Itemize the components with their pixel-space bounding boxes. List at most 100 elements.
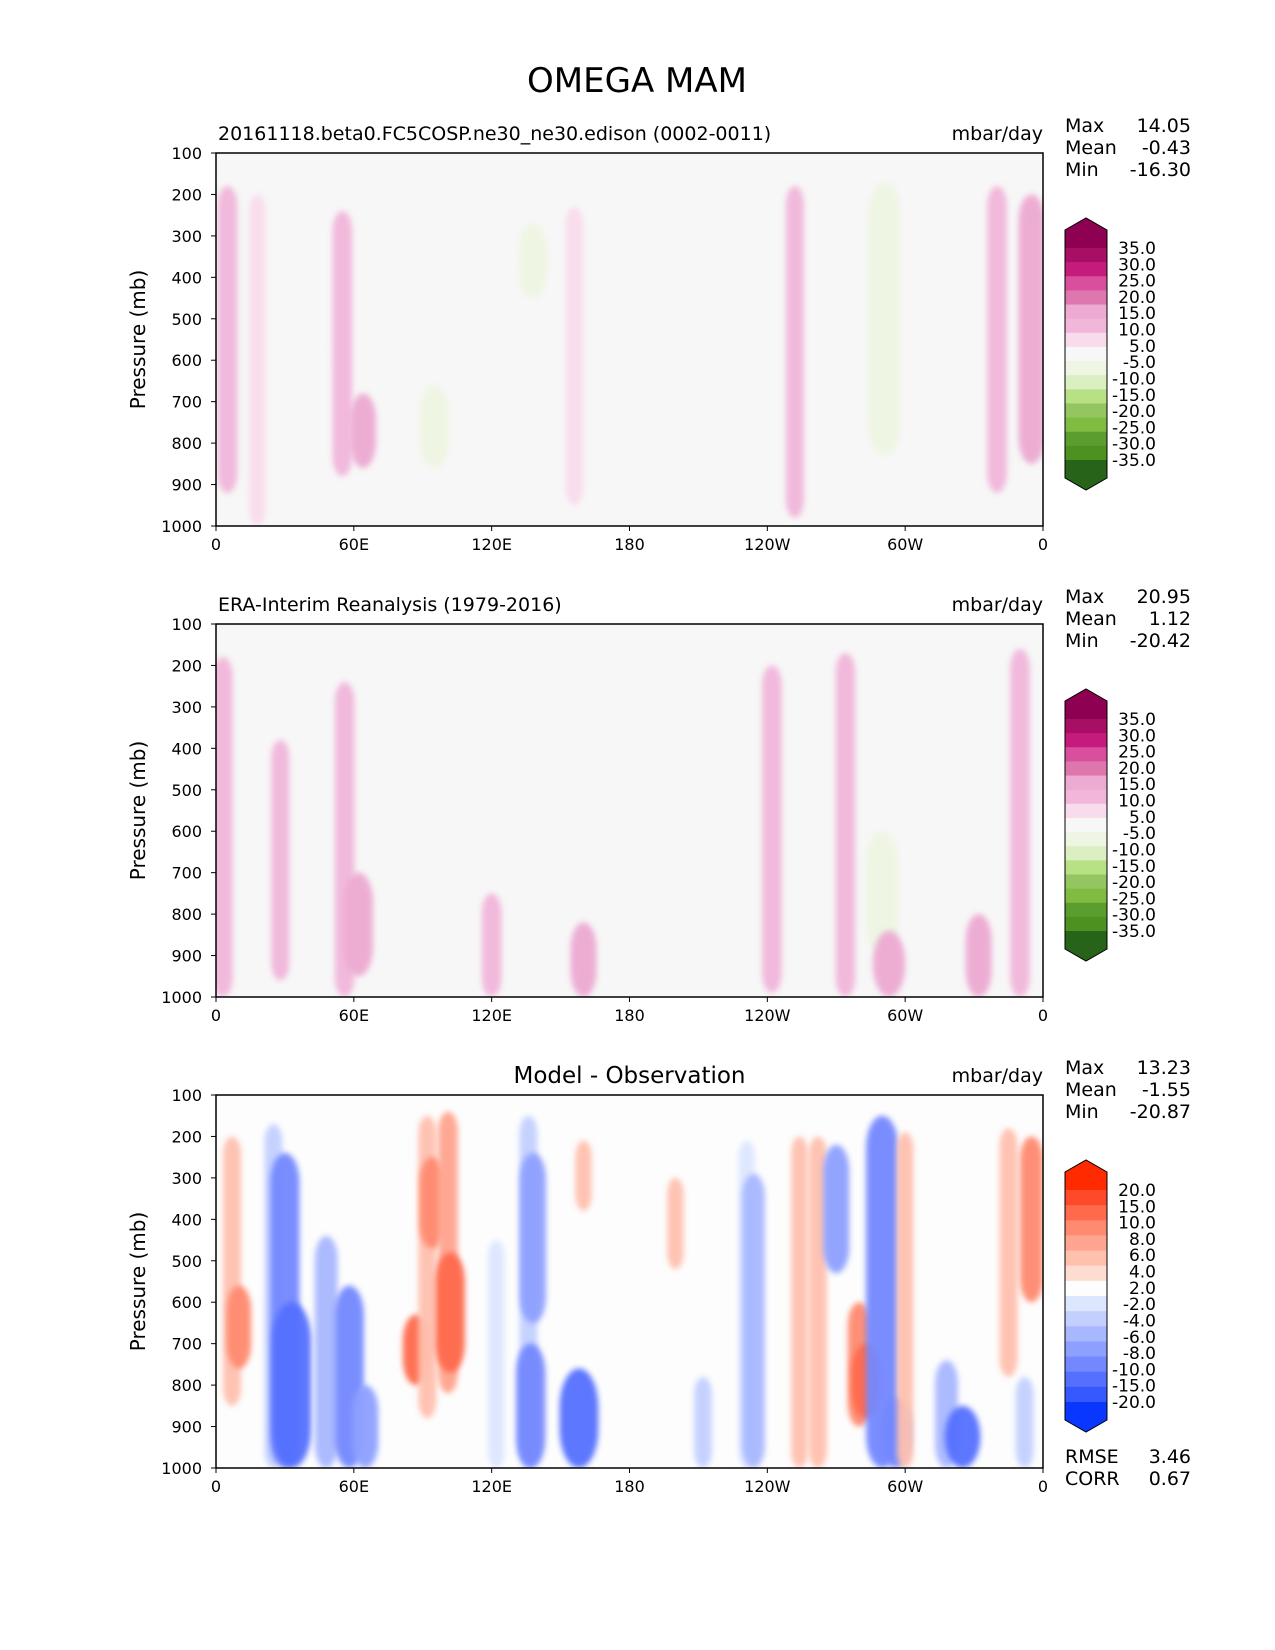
colorbar-band — [1065, 803, 1107, 819]
contour-feature — [488, 1240, 505, 1468]
contour-feature — [306, 339, 333, 493]
x-tick-label: 120E — [471, 535, 512, 554]
y-tick-label: 300 — [171, 1169, 202, 1188]
y-tick-label: 200 — [171, 185, 202, 204]
stat-mean-value: -1.55 — [1142, 1079, 1191, 1101]
colorbar-extend-bottom — [1065, 931, 1107, 961]
contour-feature — [1010, 648, 1030, 997]
colorbar-band — [1065, 1220, 1107, 1236]
y-tick-label: 500 — [171, 310, 202, 329]
stat-corr-value: 0.67 — [1149, 1468, 1191, 1490]
stat-mean-value: 1.12 — [1149, 608, 1191, 630]
panel-units: mbar/day — [952, 123, 1043, 145]
contour-feature — [565, 206, 584, 506]
x-tick-label: 60W — [887, 1477, 923, 1496]
colorbar-band — [1065, 832, 1107, 847]
colorbar-tick-label: 25.0 — [1118, 272, 1156, 292]
x-tick-label: 120W — [744, 1477, 791, 1496]
contour-feature — [272, 1302, 312, 1468]
figure-title: OMEGA MAM — [527, 61, 747, 101]
colorbar-tick-label: -35.0 — [1112, 922, 1156, 942]
y-tick-label: 800 — [171, 1376, 202, 1395]
colorbar-extend-bottom — [1065, 1402, 1107, 1432]
contour-feature — [282, 198, 302, 522]
y-axis-label: Pressure (mb) — [126, 270, 150, 410]
y-tick-label: 300 — [171, 698, 202, 717]
stat-rmse-label: RMSE — [1065, 1446, 1119, 1468]
y-tick-label: 400 — [171, 268, 202, 287]
colorbar-tick-label: -35.0 — [1112, 451, 1156, 471]
chart-panel-3: Model - Observation mbar/day 100 200 300 400 5… — [126, 1057, 1191, 1496]
colorbar-tick-label: -5.0 — [1123, 824, 1156, 844]
stat-max-value: 13.23 — [1137, 1057, 1191, 1079]
colorbar-band — [1065, 1311, 1107, 1327]
x-axis: 0 60E 120E 180 120W 60W 0 — [211, 997, 1048, 1025]
contour-feature — [762, 665, 782, 993]
colorbar-tick-label: -10.0 — [1112, 369, 1156, 389]
colorbar-band — [1065, 1190, 1107, 1206]
colorbar-tick-label: 15.0 — [1118, 304, 1156, 324]
colorbar-band — [1065, 1326, 1107, 1342]
colorbar-tick-label: -6.0 — [1123, 1328, 1156, 1348]
stat-mean-value: -0.43 — [1142, 137, 1191, 159]
y-tick-label: 300 — [171, 227, 202, 246]
x-tick-label: 0 — [1038, 535, 1048, 554]
chart-panel-2: ERA-Interim Reanalysis (1979-2016) mbar/d… — [126, 586, 1191, 1025]
panel-units: mbar/day — [952, 594, 1043, 616]
colorbar-tick-label: 10.0 — [1118, 1214, 1156, 1234]
x-tick-label: 60E — [339, 1477, 369, 1496]
colorbar-tick-label: -20.0 — [1112, 873, 1156, 893]
plot-area — [216, 153, 1043, 526]
contour-feature — [667, 1177, 684, 1270]
colorbar-tick-label: -30.0 — [1112, 435, 1156, 455]
stat-mean-label: Mean — [1065, 1079, 1117, 1101]
colorbar-band — [1065, 389, 1107, 404]
colorbar-band — [1065, 1265, 1107, 1282]
y-tick-label: 700 — [171, 393, 202, 412]
contour-feature — [271, 740, 290, 981]
panel-title: ERA-Interim Reanalysis (1979-2016) — [218, 594, 562, 616]
colorbar-tick-label: -15.0 — [1112, 1377, 1156, 1397]
stats-block: Max 14.05 Mean -0.43 Min -16.30 — [1065, 115, 1191, 181]
contour-feature — [566, 673, 587, 906]
colorbar-band — [1065, 290, 1107, 306]
contour-feature — [226, 1285, 252, 1369]
stat-min-value: -16.30 — [1130, 159, 1191, 181]
y-axis: 100 200 300 400 500 600 700 800 900 1000 — [161, 1086, 216, 1478]
contour-feature — [419, 385, 449, 468]
contour-feature — [791, 1136, 808, 1468]
colorbar-band — [1065, 276, 1107, 291]
contour-feature — [868, 182, 901, 456]
stat-max-label: Max — [1065, 1057, 1104, 1079]
y-tick-label: 900 — [171, 476, 202, 495]
colorbar: 35.030.025.020.015.010.05.0-5.0-10.0-15.… — [1064, 688, 1156, 962]
contour-feature — [872, 930, 906, 997]
colorbar-tick-label: 8.0 — [1129, 1230, 1156, 1250]
colorbar-tick-label: -15.0 — [1112, 386, 1156, 406]
y-tick-label: 900 — [171, 947, 202, 966]
contour-feature — [419, 1157, 445, 1249]
stat-max-label: Max — [1065, 586, 1104, 608]
colorbar-tick-label: 15.0 — [1118, 775, 1156, 795]
stat-min-label: Min — [1065, 1101, 1099, 1123]
y-tick-label: 200 — [171, 1127, 202, 1146]
x-tick-label: 0 — [211, 1006, 221, 1025]
colorbar-outline — [1064, 1159, 1108, 1433]
contour-fields — [216, 648, 1030, 997]
stat-corr-label: CORR — [1065, 1468, 1120, 1490]
y-tick-label: 800 — [171, 434, 202, 453]
contour-feature — [435, 1252, 465, 1373]
y-tick-label: 1000 — [161, 988, 202, 1007]
y-tick-label: 500 — [171, 1252, 202, 1271]
colorbar-band — [1065, 1356, 1107, 1373]
x-tick-label: 180 — [614, 535, 645, 554]
colorbar-extend-top — [1065, 218, 1107, 248]
stat-max-value: 20.95 — [1137, 586, 1191, 608]
colorbar-tick-label: -10.0 — [1112, 1360, 1156, 1380]
y-tick-label: 600 — [171, 822, 202, 841]
y-tick-label: 1000 — [161, 517, 202, 536]
colorbar: 20.015.010.08.06.04.02.0-2.0-4.0-6.0-8.0… — [1064, 1159, 1156, 1433]
x-tick-label: 120E — [471, 1477, 512, 1496]
contour-feature — [570, 922, 597, 997]
